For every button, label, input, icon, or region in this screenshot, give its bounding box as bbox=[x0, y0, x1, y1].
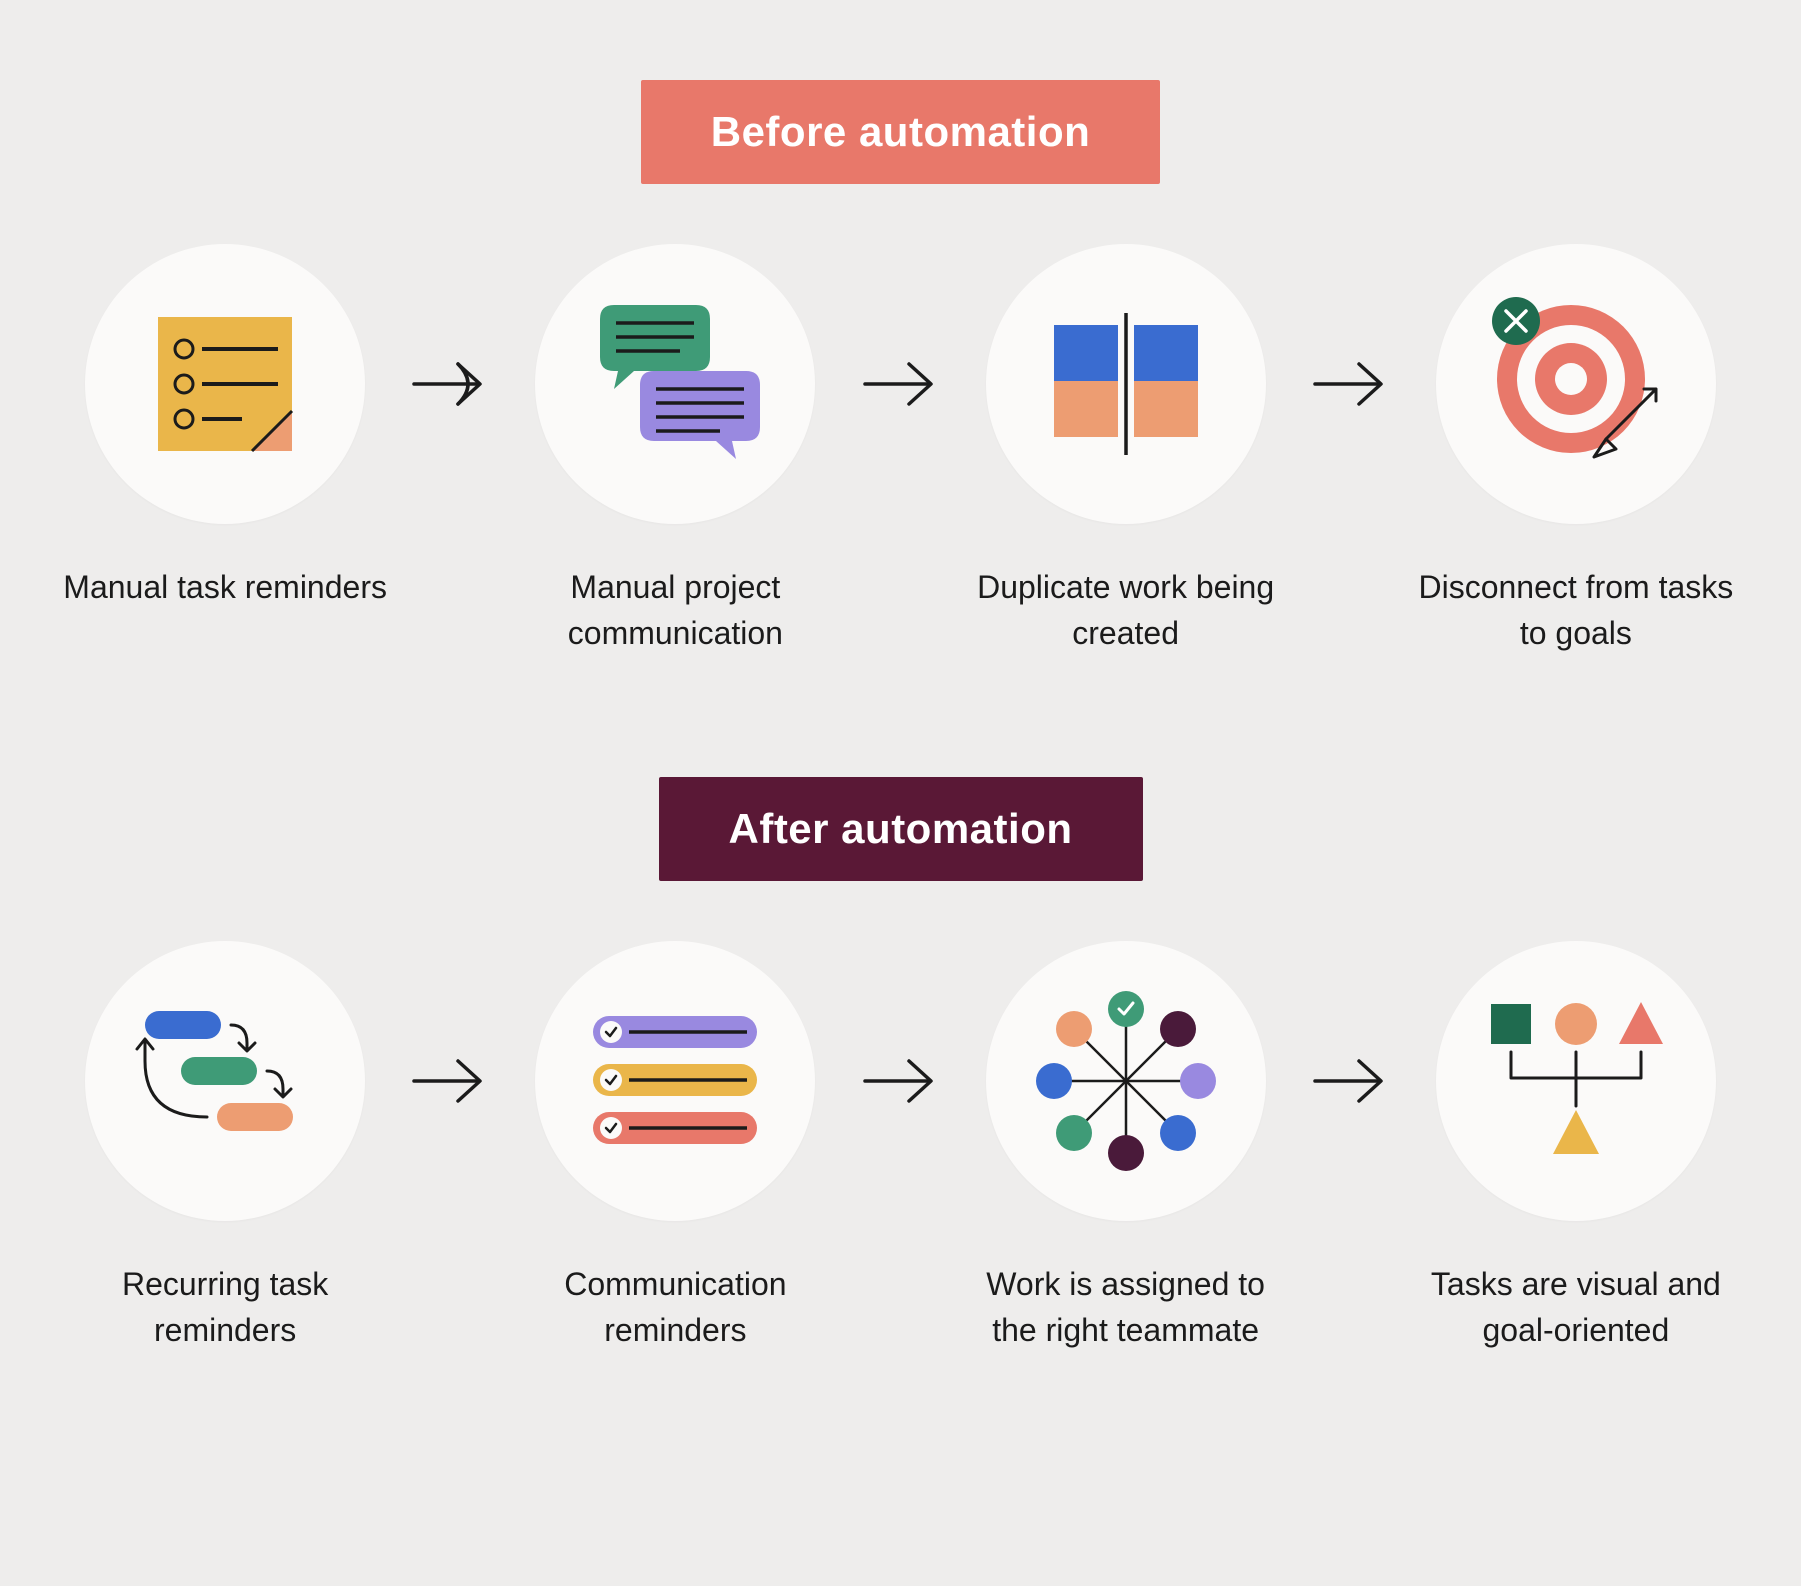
arrow bbox=[1311, 941, 1391, 1221]
caption: Manual task reminders bbox=[63, 564, 387, 610]
circle bbox=[535, 941, 815, 1221]
circle bbox=[535, 244, 815, 524]
arrow-right-icon bbox=[410, 1051, 490, 1111]
banner-before: Before automation bbox=[641, 80, 1161, 184]
recurring-pills-icon bbox=[125, 991, 325, 1171]
circle bbox=[1436, 941, 1716, 1221]
item-disconnect-goals: Disconnect from tasks to goals bbox=[1411, 244, 1741, 657]
row-before: Manual task reminders bbox=[60, 244, 1741, 657]
item-communication-reminders: Communication reminders bbox=[510, 941, 840, 1354]
circle bbox=[986, 244, 1266, 524]
section-after: After automation Recurring task reminder… bbox=[60, 777, 1741, 1354]
circle bbox=[1436, 244, 1716, 524]
item-duplicate-work: Duplicate work being created bbox=[961, 244, 1291, 657]
hub-assign-icon bbox=[1026, 981, 1226, 1181]
arrow-right-icon bbox=[1311, 354, 1391, 414]
arrow-right-icon bbox=[410, 354, 490, 414]
caption: Communication reminders bbox=[510, 1261, 840, 1354]
circle bbox=[85, 941, 365, 1221]
target-miss-icon bbox=[1476, 289, 1676, 479]
item-manual-project-comm: Manual project communication bbox=[510, 244, 840, 657]
caption: Disconnect from tasks to goals bbox=[1411, 564, 1741, 657]
reminder-pills-icon bbox=[575, 996, 775, 1166]
caption: Tasks are visual and goal-oriented bbox=[1411, 1261, 1741, 1354]
row-after: Recurring task reminders bbox=[60, 941, 1741, 1354]
arrow bbox=[410, 941, 490, 1221]
arrow-right-icon bbox=[861, 1051, 941, 1111]
item-manual-task-reminders: Manual task reminders bbox=[60, 244, 390, 610]
arrow bbox=[861, 941, 941, 1221]
banner-after: After automation bbox=[659, 777, 1143, 881]
caption: Duplicate work being created bbox=[961, 564, 1291, 657]
section-before: Before automation Manual task reminders bbox=[60, 80, 1741, 657]
circle bbox=[986, 941, 1266, 1221]
checklist-note-icon bbox=[140, 299, 310, 469]
arrow-right-icon bbox=[861, 354, 941, 414]
circle bbox=[85, 244, 365, 524]
caption: Recurring task reminders bbox=[60, 1261, 390, 1354]
chat-bubbles-icon bbox=[580, 299, 770, 469]
arrow-right-icon bbox=[1311, 1051, 1391, 1111]
duplicate-split-icon bbox=[1036, 299, 1216, 469]
arrow bbox=[861, 244, 941, 524]
item-work-assigned: Work is assigned to the right teammate bbox=[961, 941, 1291, 1354]
caption: Work is assigned to the right teammate bbox=[961, 1261, 1291, 1354]
shapes-tree-icon bbox=[1471, 986, 1681, 1176]
item-tasks-visual: Tasks are visual and goal-oriented bbox=[1411, 941, 1741, 1354]
arrow bbox=[410, 244, 490, 524]
arrow bbox=[1311, 244, 1391, 524]
caption: Manual project communication bbox=[510, 564, 840, 657]
item-recurring-reminders: Recurring task reminders bbox=[60, 941, 390, 1354]
